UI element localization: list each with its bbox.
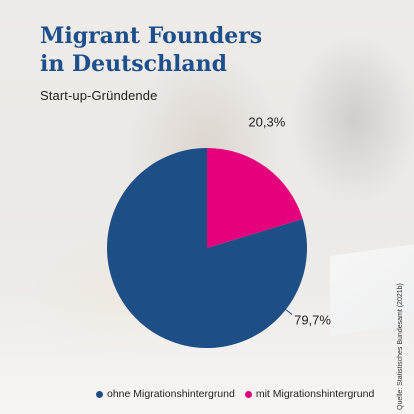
pie-slices [107, 148, 308, 348]
title-line-1: Migrant Founders [40, 23, 263, 49]
legend-swatch-ohne [96, 390, 103, 398]
legend-item-ohne: ohne Migrationshintergrund [96, 388, 235, 400]
chart-legend: ohne Migrationshintergrund mit Migration… [96, 388, 384, 400]
pie-slice-mit [207, 148, 303, 248]
title-line-2: in Deutschland [40, 51, 228, 77]
legend-label-mit: mit Migrationshintergrund [255, 388, 375, 400]
pie-leader-line [283, 307, 293, 315]
pie-label-mit: 20,3% [248, 114, 285, 129]
page-title: Migrant Founders in Deutschland [40, 22, 262, 78]
legend-label-ohne: ohne Migrationshintergrund [107, 388, 235, 400]
legend-swatch-mit [244, 390, 252, 398]
pie-slice-ohne [107, 148, 308, 348]
source-note: Quelle: Statistisches Bundesamt (2021b) [397, 283, 404, 410]
pie-label-ohne: 79,7% [294, 312, 331, 327]
chart-subtitle: Start-up-Gründende [40, 88, 158, 103]
pie-labels: 79,7% 20,3% [248, 114, 331, 327]
legend-item-mit: mit Migrationshintergrund [244, 388, 375, 400]
